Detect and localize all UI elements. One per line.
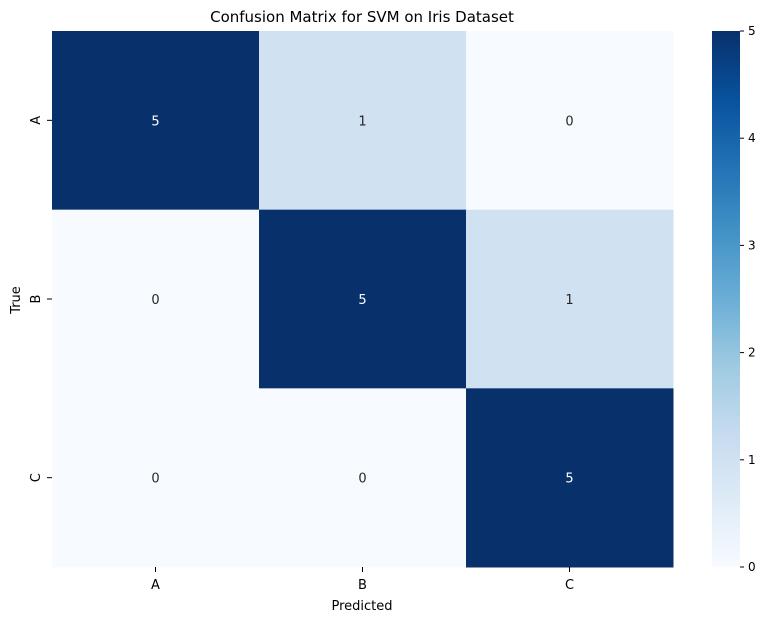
heatmap-cell-C-A <box>52 388 260 568</box>
y-tick-label-A: A <box>29 116 44 125</box>
x-axis-ticks: A B C <box>151 567 574 593</box>
colorbar-tick-label-4: 4 <box>748 131 756 145</box>
cell-value-label-B-B: 5 <box>358 293 366 308</box>
y-axis-ticks: A B C <box>29 116 52 482</box>
colorbar-tick-label-5: 5 <box>748 24 756 38</box>
cell-value-label-A-A: 5 <box>151 114 159 129</box>
colorbar-tick-label-3: 3 <box>748 238 756 252</box>
colorbar-tick-label-2: 2 <box>748 346 756 360</box>
y-axis-label: True <box>9 286 24 315</box>
x-tick-label-B: B <box>358 578 367 593</box>
cell-value-label-A-C: 0 <box>565 114 573 129</box>
chart-title: Confusion Matrix for SVM on Iris Dataset <box>210 8 514 26</box>
heatmap-cell-C-B <box>259 388 467 568</box>
cell-value-label-C-A: 0 <box>151 472 159 487</box>
cell-value-label-B-C: 1 <box>565 293 573 308</box>
colorbar-ticks: 0 1 2 3 4 5 <box>740 24 756 574</box>
heatmap-cell-A-B <box>259 31 467 211</box>
cell-value-label-C-B: 0 <box>358 472 366 487</box>
x-tick-label-C: C <box>565 578 574 593</box>
cell-value-label-C-C: 5 <box>565 472 573 487</box>
y-tick-label-C: C <box>29 473 44 482</box>
heatmap-cell-A-C <box>466 31 674 211</box>
colorbar-tick-label-0: 0 <box>748 560 756 574</box>
colorbar <box>712 31 740 567</box>
x-axis-label: Predicted <box>331 599 392 614</box>
heatmap-cells: 5 1 00 5 10 0 5 <box>52 31 674 568</box>
cell-value-label-B-A: 0 <box>151 293 159 308</box>
heatmap-cell-B-B <box>259 209 467 389</box>
heatmap-cell-C-C <box>466 388 674 568</box>
cell-value-label-A-B: 1 <box>358 114 366 129</box>
heatmap-cell-B-C <box>466 209 674 389</box>
x-tick-label-A: A <box>151 578 160 593</box>
heatmap-cell-B-A <box>52 209 260 389</box>
y-tick-label-B: B <box>29 295 44 304</box>
heatmap-cell-A-A <box>52 31 260 211</box>
colorbar-tick-label-1: 1 <box>748 453 756 467</box>
